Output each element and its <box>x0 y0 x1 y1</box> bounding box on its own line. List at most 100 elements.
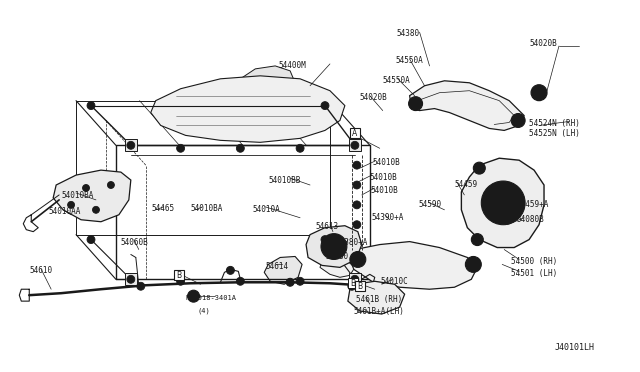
Circle shape <box>537 89 545 97</box>
Circle shape <box>127 141 135 149</box>
Circle shape <box>355 163 358 167</box>
Circle shape <box>355 203 358 206</box>
Circle shape <box>354 162 360 168</box>
Bar <box>350 128 360 138</box>
Circle shape <box>469 260 477 268</box>
Circle shape <box>323 238 327 241</box>
Polygon shape <box>264 256 302 284</box>
Text: A: A <box>352 129 358 138</box>
Text: 54400M: 54400M <box>278 61 306 70</box>
Circle shape <box>87 235 95 244</box>
Circle shape <box>177 277 184 285</box>
Text: 54550A: 54550A <box>383 76 410 85</box>
Circle shape <box>353 161 361 169</box>
Text: 54020B: 54020B <box>360 93 388 102</box>
Circle shape <box>348 282 356 290</box>
Circle shape <box>127 275 135 283</box>
Text: 54010A: 54010A <box>252 205 280 214</box>
Circle shape <box>353 278 356 281</box>
Circle shape <box>408 97 422 110</box>
Circle shape <box>413 101 419 107</box>
Circle shape <box>89 238 93 241</box>
Circle shape <box>188 290 200 302</box>
Circle shape <box>511 113 525 128</box>
Text: (4): (4) <box>198 307 211 314</box>
Text: 54060B: 54060B <box>121 238 148 247</box>
Circle shape <box>286 278 294 286</box>
Text: 54010BB: 54010BB <box>268 176 301 185</box>
Circle shape <box>137 282 145 290</box>
Text: 54380: 54380 <box>397 29 420 38</box>
Text: 54465: 54465 <box>152 204 175 213</box>
Circle shape <box>355 223 358 227</box>
Circle shape <box>355 223 358 226</box>
Polygon shape <box>151 76 345 142</box>
Bar <box>125 140 137 151</box>
Circle shape <box>353 144 356 147</box>
Bar <box>355 281 365 291</box>
Text: B: B <box>350 279 355 288</box>
Text: 54080B: 54080B <box>516 215 544 224</box>
Circle shape <box>227 266 234 274</box>
Circle shape <box>493 193 513 213</box>
Circle shape <box>109 183 113 187</box>
Circle shape <box>321 234 347 259</box>
Circle shape <box>351 141 359 149</box>
Polygon shape <box>461 158 544 247</box>
Text: 54501 (LH): 54501 (LH) <box>511 269 557 278</box>
Text: 54010BA: 54010BA <box>191 204 223 213</box>
Circle shape <box>355 203 358 206</box>
Circle shape <box>84 186 88 190</box>
Circle shape <box>354 202 360 208</box>
Circle shape <box>323 104 327 108</box>
Text: 54500 (RH): 54500 (RH) <box>511 257 557 266</box>
Polygon shape <box>348 281 404 314</box>
Circle shape <box>108 182 115 189</box>
Circle shape <box>353 201 361 209</box>
Polygon shape <box>241 66 295 93</box>
Circle shape <box>129 278 132 281</box>
Circle shape <box>327 240 341 253</box>
Text: 54390+A: 54390+A <box>372 213 404 222</box>
Circle shape <box>535 89 543 97</box>
Text: 54010B: 54010B <box>372 158 401 167</box>
Circle shape <box>95 208 97 211</box>
Circle shape <box>93 206 99 213</box>
Circle shape <box>177 144 184 152</box>
Bar <box>173 270 184 280</box>
Circle shape <box>321 235 329 244</box>
Polygon shape <box>320 259 355 277</box>
Circle shape <box>471 234 483 246</box>
Circle shape <box>89 104 93 108</box>
Circle shape <box>481 181 525 225</box>
Circle shape <box>179 147 182 150</box>
Polygon shape <box>350 241 477 289</box>
Circle shape <box>296 277 304 285</box>
Text: 54010B: 54010B <box>371 186 399 195</box>
Circle shape <box>321 102 329 110</box>
Text: 54580: 54580 <box>326 253 349 262</box>
Text: 54010C: 54010C <box>381 277 408 286</box>
Text: 5461B (RH): 5461B (RH) <box>356 295 402 304</box>
Circle shape <box>354 182 360 188</box>
Text: 54525N (LH): 54525N (LH) <box>529 129 580 138</box>
Circle shape <box>355 184 358 186</box>
Text: 54459+A: 54459+A <box>516 200 548 209</box>
Circle shape <box>355 183 358 187</box>
Circle shape <box>139 285 143 288</box>
Circle shape <box>351 275 359 283</box>
Circle shape <box>350 251 366 267</box>
Circle shape <box>474 162 485 174</box>
Circle shape <box>83 185 90 192</box>
Circle shape <box>354 222 360 228</box>
Text: 54524N (RH): 54524N (RH) <box>529 119 580 128</box>
Circle shape <box>515 118 521 124</box>
Circle shape <box>296 144 304 152</box>
Bar <box>348 278 358 288</box>
Circle shape <box>179 279 182 283</box>
Polygon shape <box>410 81 524 131</box>
Text: 54613: 54613 <box>315 222 338 231</box>
Circle shape <box>87 102 95 110</box>
Circle shape <box>236 144 244 152</box>
Bar <box>349 273 361 285</box>
